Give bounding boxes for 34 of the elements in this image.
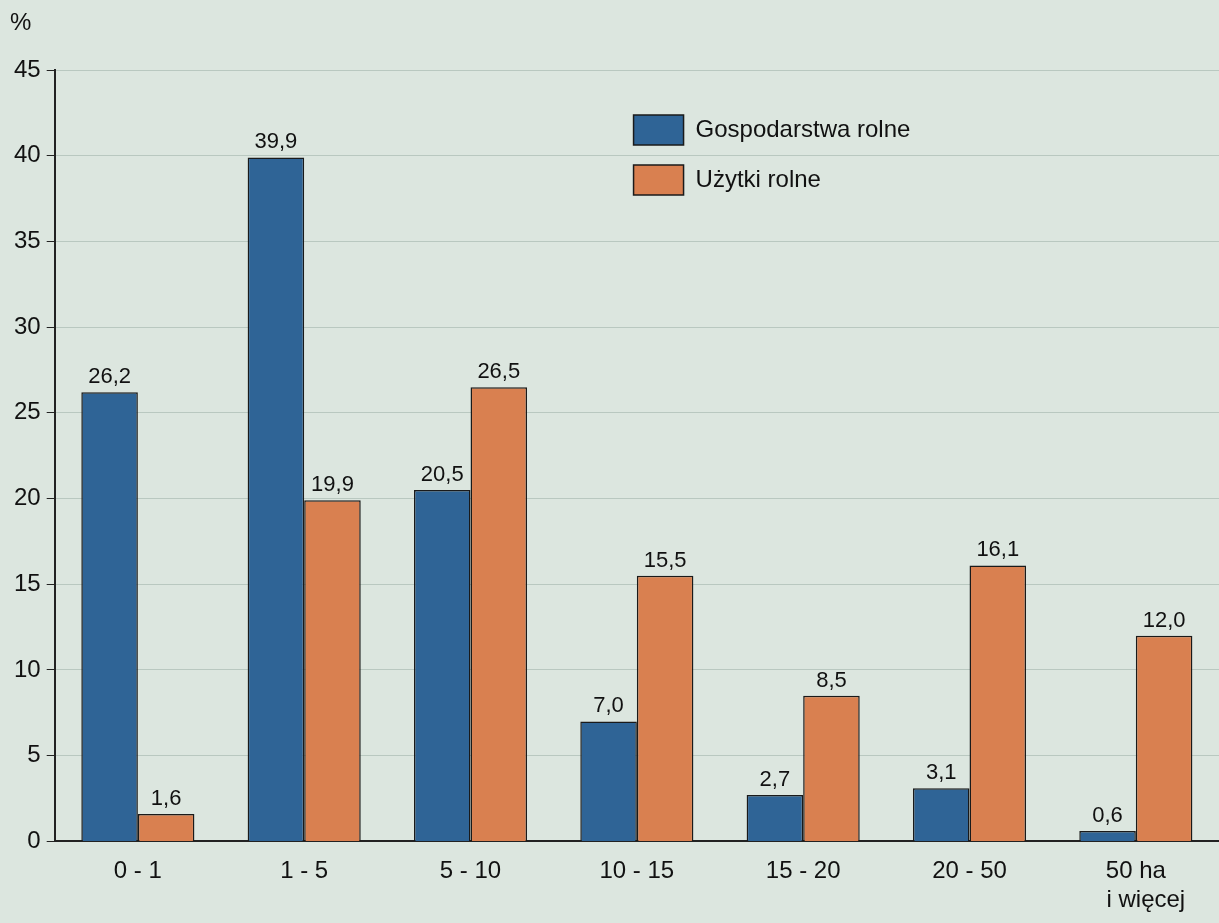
y-tick-label: 5: [27, 740, 41, 768]
y-tick-label: 40: [13, 140, 41, 168]
legend-label: Użytki rolne: [695, 164, 821, 192]
data-label: 39,9: [254, 128, 298, 154]
y-tick-label: 25: [13, 397, 41, 425]
y-axis-title: %: [10, 8, 32, 36]
y-tick-label: 10: [13, 654, 41, 682]
data-label: 7,0: [593, 692, 624, 718]
data-label: 19,9: [311, 471, 354, 497]
x-tick-label: 10 - 15: [599, 856, 675, 884]
legend-label: Gospodarstwa rolne: [695, 114, 911, 142]
data-label: 15,5: [643, 546, 687, 572]
data-label: 20,5: [420, 461, 464, 487]
data-label: 1,6: [150, 785, 182, 811]
x-tick-label: 15 - 20: [765, 856, 841, 884]
x-tick-label: 5 - 10: [439, 856, 502, 884]
y-tick-label: 35: [13, 226, 41, 254]
data-label: 26,2: [88, 363, 131, 389]
y-tick-label: 45: [13, 54, 41, 82]
data-label: 0,6: [1092, 802, 1123, 828]
x-tick-label: 1 - 5: [280, 856, 329, 884]
y-tick-label: 30: [13, 311, 41, 339]
data-label: 8,5: [816, 666, 847, 692]
x-tick-label: 0 - 1: [113, 856, 162, 884]
data-label: 26,5: [477, 358, 521, 384]
x-tick-label: 50 ha i więcej: [1086, 856, 1186, 913]
data-label: 12,0: [1142, 606, 1186, 632]
data-label: 2,7: [759, 766, 791, 792]
data-label: 3,1: [925, 759, 957, 785]
x-tick-label: 20 - 50: [932, 856, 1007, 884]
y-tick-label: 15: [13, 568, 41, 596]
y-tick-label: 0: [27, 826, 41, 854]
data-label: 16,1: [976, 536, 1020, 562]
y-tick-label: 20: [13, 483, 41, 511]
